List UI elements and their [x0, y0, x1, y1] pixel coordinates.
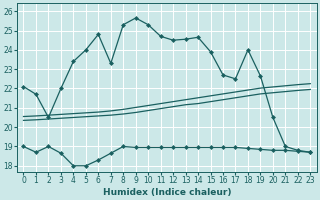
- X-axis label: Humidex (Indice chaleur): Humidex (Indice chaleur): [103, 188, 231, 197]
